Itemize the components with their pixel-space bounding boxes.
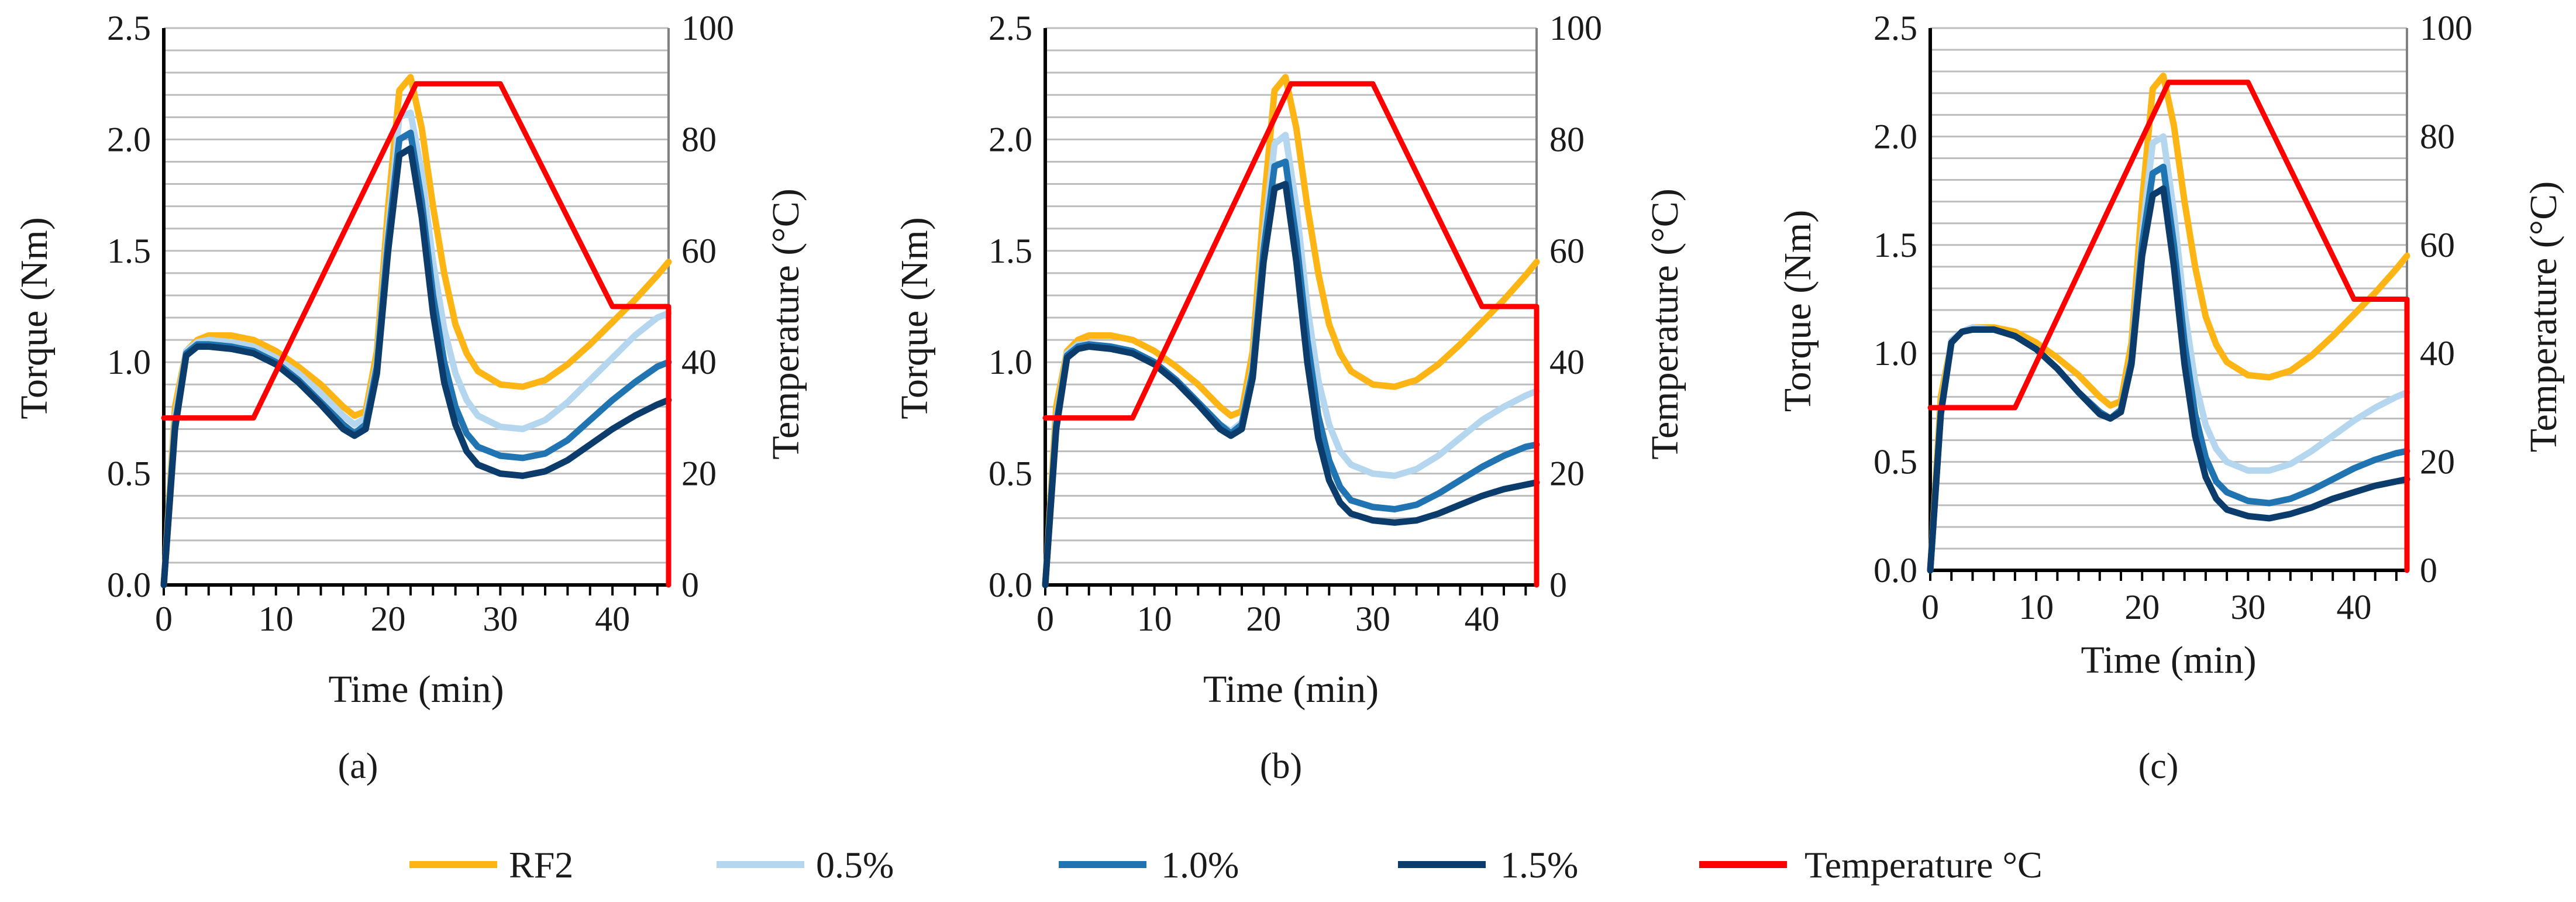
legend-label: 1.0% [1161,844,1239,886]
y2-tick-label: 80 [1549,120,1585,159]
y-tick-label: 2.0 [107,120,151,159]
y-tick-label: 0.5 [107,455,151,493]
y-tick-label: 1.0 [107,343,151,381]
y-tick-label: 1.5 [107,232,151,270]
y-tick-label: 0.0 [1874,551,1917,590]
x-tick-label: 30 [2230,588,2265,626]
y-tick-label: 2.5 [1874,9,1917,47]
y-tick-label: 2.5 [107,9,151,47]
legend-label: 0.5% [816,844,894,886]
y2-tick-label: 0 [1549,566,1567,604]
y2-tick-label: 40 [1549,343,1585,381]
chart-panel-b: 0.0 0.5 1.0 1.5 2.0 2.5 0 20 40 60 80 100 0 10 20 30 40 T… [893,9,1686,786]
legend: RF2 0.5% 1.0% 1.5% Temperature °C [409,844,2043,886]
x-tick-label: 0 [1036,600,1054,638]
y-tick-label: 0.5 [989,455,1032,493]
y-tick-label: 1.5 [989,232,1032,270]
y2-tick-label: 60 [681,232,717,270]
x-tick-label: 30 [1355,600,1390,638]
y-tick-label: 2.0 [989,120,1032,159]
y-tick-label: 2.0 [1874,117,1917,156]
x-tick-label: 20 [2124,588,2160,626]
y2-tick-label: 80 [681,120,717,159]
x-tick-label: 0 [155,600,173,638]
legend-item: 0.5% [717,844,894,886]
y2-tick-label: 0 [2420,551,2437,590]
series-line-0-5 [160,109,672,588]
legend-item: RF2 [409,844,573,886]
panel-label: (c) [2138,746,2179,786]
series-line-temperature-c [161,81,671,588]
x-tick-label: 20 [1246,600,1281,638]
y2-tick-label: 20 [681,455,717,493]
y-tick-label: 0.5 [1874,443,1917,481]
x-axis-label: Time (min) [328,668,504,711]
x-tick-label: 20 [371,600,406,638]
y2-tick-label: 60 [2420,226,2455,264]
y2-tick-label: 60 [1549,232,1585,270]
legend-item: 1.0% [1059,844,1239,886]
y2-tick-label: 100 [681,9,734,47]
x-tick-label: 30 [483,600,518,638]
x-axis-label: Time (min) [2081,639,2256,681]
x-tick-label: 40 [2336,588,2371,626]
y2-tick-label: 20 [2420,443,2455,481]
legend-item: 1.5% [1398,844,1578,886]
y2-tick-label: 100 [2420,9,2472,47]
panel-label: (a) [338,746,378,786]
x-tick-label: 0 [1921,588,1939,626]
y-tick-label: 0.0 [989,566,1032,604]
y-tick-label: 1.5 [1874,226,1917,264]
y-axis-label: Torque (Nm) [1776,210,1819,412]
y2-tick-label: 40 [681,343,717,381]
y-tick-label: 0.0 [107,566,151,604]
x-tick-label: 40 [1465,600,1500,638]
series-line-rf2 [1042,74,1540,588]
y2-tick-label: 100 [1549,9,1602,47]
y2-tick-label: 0 [681,566,699,604]
x-tick-label: 10 [1137,600,1172,638]
series-line-1-5 [1927,185,2410,574]
y2-axis-label: Temperature (°C) [764,188,807,459]
chart-panel-a: 0.0 0.5 1.0 1.5 2.0 2.5 0 20 40 60 80 100 0 10 20 30 40 T… [13,9,807,786]
panel-label: (b) [1260,746,1302,786]
series-line-temperature-c [1927,80,2410,573]
series-line-temperature-c [1042,81,1540,588]
legend-label: Temperature °C [1804,844,2043,886]
legend-label: RF2 [509,844,573,886]
x-tick-label: 10 [2019,588,2054,626]
y2-tick-label: 40 [2420,334,2455,373]
y-tick-label: 2.5 [989,9,1032,47]
legend-item: Temperature °C [1699,844,2043,886]
y-tick-label: 1.0 [1874,334,1917,373]
legend-label: 1.5% [1500,844,1578,886]
x-tick-label: 40 [595,600,630,638]
chart-panel-c: 0.0 0.5 1.0 1.5 2.0 2.5 0 20 40 60 80 100 0 10 20 30 40 T… [1776,9,2565,786]
y-axis-label: Torque (Nm) [893,217,936,419]
x-axis-label: Time (min) [1203,668,1379,711]
series-line-1-5 [1042,181,1540,588]
y2-axis-label: Temperature (°C) [2522,181,2565,452]
y2-axis-label: Temperature (°C) [1644,188,1686,459]
y-axis-label: Torque (Nm) [13,217,56,419]
x-tick-label: 10 [259,600,294,638]
y-tick-label: 1.0 [989,343,1032,381]
series-line-rf2 [160,74,672,588]
series-line-1-5 [160,145,672,588]
y2-tick-label: 20 [1549,455,1585,493]
y2-tick-label: 80 [2420,117,2455,156]
